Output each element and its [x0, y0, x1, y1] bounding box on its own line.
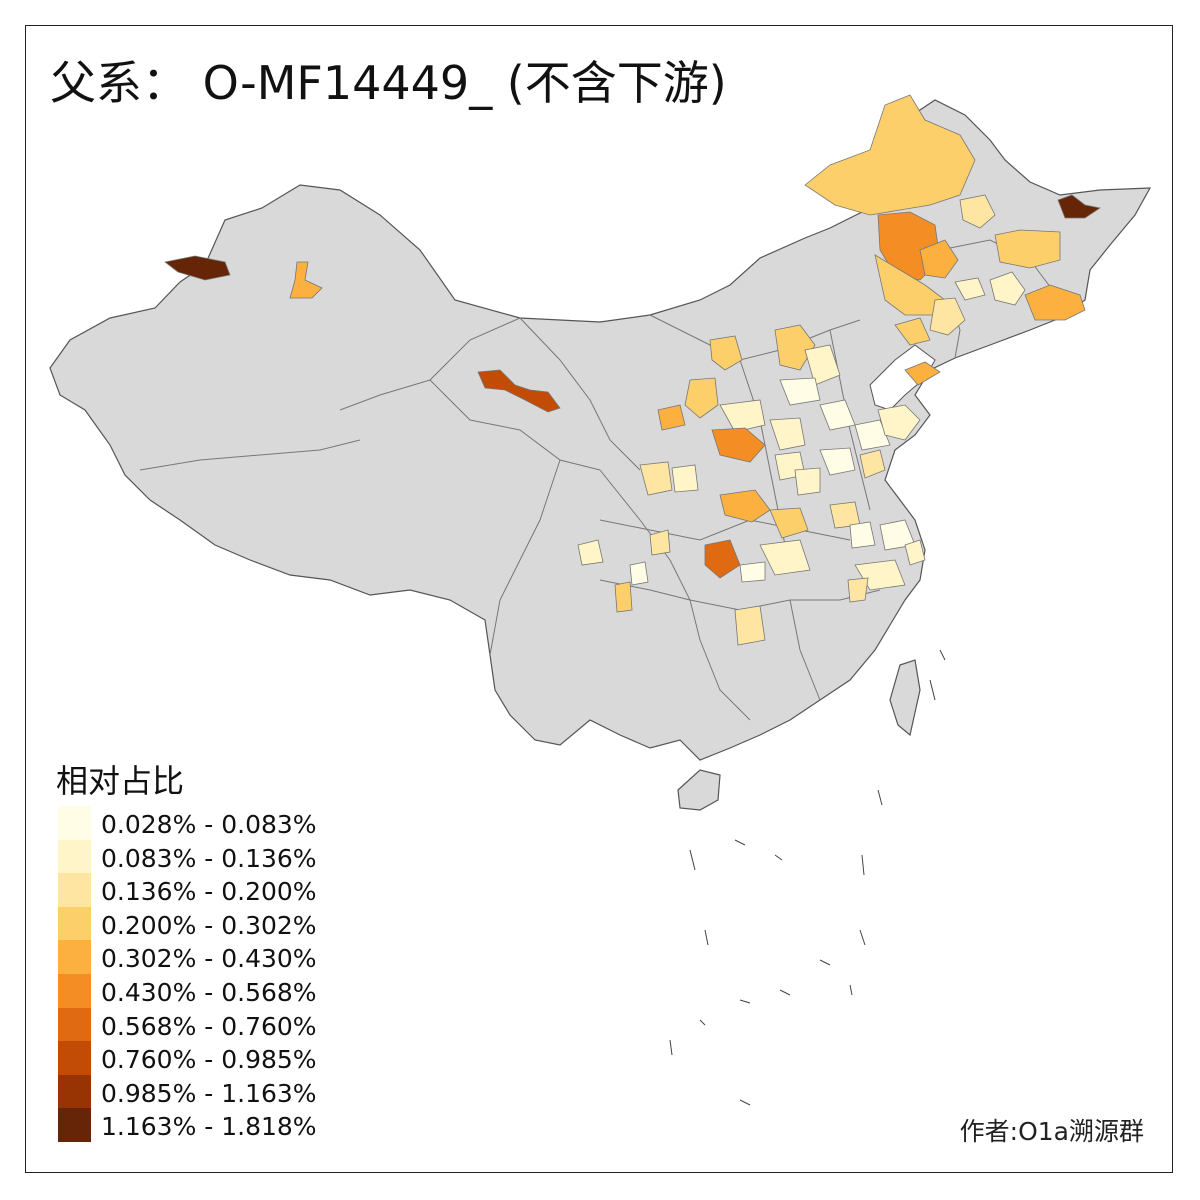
legend-title: 相对占比 — [56, 762, 185, 800]
region-hulunbuir — [804, 94, 976, 216]
region-jiamusi — [1057, 194, 1102, 219]
region-chongqing — [629, 561, 649, 586]
region-shiyan — [649, 529, 671, 556]
region-zhangjiakou — [804, 344, 841, 386]
region-haibei — [477, 369, 561, 413]
legend-label: 0.200% - 0.302% — [101, 910, 317, 940]
legend-label: 0.083% - 0.136% — [101, 843, 317, 873]
region-xian — [671, 464, 699, 493]
legend-item: 0.136% - 0.200% — [58, 873, 358, 907]
region-tacheng — [164, 255, 231, 281]
hainan-outline — [677, 769, 721, 811]
region-yulin — [657, 404, 686, 431]
province-borders — [139, 239, 1061, 721]
legend-item: 0.028% - 0.083% — [58, 806, 358, 840]
legend-swatch — [58, 1108, 91, 1142]
region-linyi — [859, 449, 886, 479]
region-liaoyang — [954, 277, 986, 301]
legend-swatch — [58, 906, 91, 941]
legend: 0.028% - 0.083% 0.083% - 0.136% 0.136% - 0… — [58, 806, 358, 1142]
legend-swatch — [58, 973, 91, 1008]
region-changde — [739, 561, 766, 583]
region-yinchuan — [639, 461, 673, 496]
legend-swatch — [58, 873, 91, 907]
legend-label: 1.163% - 1.818% — [101, 1112, 317, 1142]
legend-swatch — [58, 806, 91, 840]
region-shenyang — [929, 297, 966, 336]
legend-swatch — [58, 839, 91, 874]
legend-swatch — [58, 1074, 91, 1109]
region-dalian — [904, 361, 941, 386]
legend-label: 0.760% - 0.985% — [101, 1045, 317, 1075]
region-taiyuan — [719, 399, 766, 433]
legend-swatch — [58, 1041, 91, 1075]
region-luoyang — [794, 467, 821, 496]
region-qiqihar — [959, 194, 996, 229]
legend-item: 1.163% - 1.818% — [58, 1108, 358, 1142]
legend-item: 0.083% - 0.136% — [58, 839, 358, 874]
region-mudanjiang — [1024, 284, 1086, 321]
region-guiyang — [614, 581, 633, 613]
region-harbin — [994, 229, 1061, 269]
south-china-sea-islands — [669, 649, 946, 1106]
taiwan-outline — [889, 659, 921, 737]
region-jiangxi — [847, 577, 869, 603]
region-jinan — [854, 419, 891, 451]
legend-label: 0.985% - 1.163% — [101, 1078, 317, 1108]
legend-item: 0.760% - 0.985% — [58, 1041, 358, 1075]
region-xinyang — [769, 507, 809, 539]
region-sichuan-north — [577, 539, 604, 566]
region-shanghai — [904, 539, 926, 566]
region-datong — [684, 377, 719, 419]
legend-label: 0.430% - 0.568% — [101, 977, 317, 1007]
legend-item: 0.200% - 0.302% — [58, 906, 358, 941]
region-beijing — [779, 377, 821, 406]
region-shijiazhuang — [769, 417, 806, 451]
region-hengyang — [734, 605, 766, 646]
legend-item: 0.985% - 1.163% — [58, 1074, 358, 1109]
legend-label: 0.568% - 0.760% — [101, 1011, 317, 1041]
region-tongliao — [919, 239, 959, 279]
region-nanyang — [719, 489, 771, 523]
legend-item: 0.302% - 0.430% — [58, 940, 358, 974]
region-jinzhong — [711, 427, 766, 463]
region-baotou — [709, 335, 743, 371]
legend-swatch — [58, 940, 91, 974]
map-title: 父系： O-MF14449_ (不含下游) — [50, 56, 727, 110]
legend-label: 0.302% - 0.430% — [101, 944, 317, 974]
author-credit: 作者:O1a溯源群 — [959, 1117, 1144, 1146]
region-qingdao — [877, 404, 921, 441]
legend-label: 0.028% - 0.083% — [101, 810, 317, 839]
choropleth-regions — [164, 94, 1102, 646]
region-chengde — [894, 317, 931, 346]
legend-swatch — [58, 1007, 91, 1042]
region-changchun — [989, 271, 1026, 306]
region-wuhan — [759, 539, 811, 576]
region-heze — [819, 447, 856, 476]
legend-label: 0.136% - 0.200% — [101, 877, 317, 907]
region-changji — [289, 261, 323, 299]
region-hefei — [849, 521, 876, 549]
legend-item: 0.568% - 0.760% — [58, 1007, 358, 1042]
legend-item: 0.430% - 0.568% — [58, 973, 358, 1008]
region-xiangyang — [704, 539, 741, 579]
